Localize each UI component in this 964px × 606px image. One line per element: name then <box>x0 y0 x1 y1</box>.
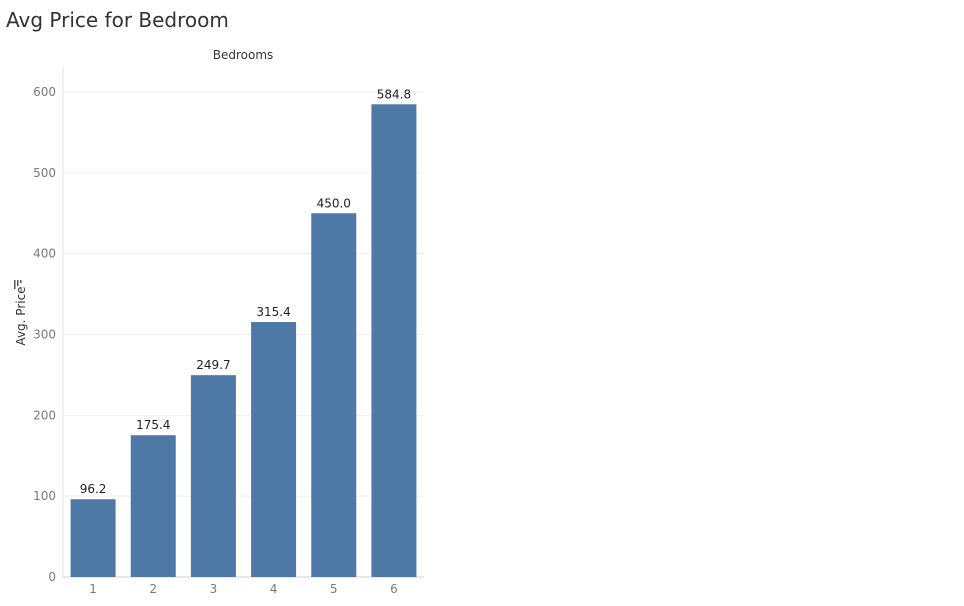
y-axis-title: Avg. Price <box>14 286 28 345</box>
sort-icon-bar <box>20 280 22 283</box>
y-tick-label: 0 <box>48 570 56 584</box>
x-axis-title: Bedrooms <box>213 48 274 62</box>
data-label: 450.0 <box>317 196 351 210</box>
bar <box>311 213 357 577</box>
x-tick-label: 5 <box>330 582 338 596</box>
data-label: 315.4 <box>256 305 290 319</box>
data-label: 96.2 <box>80 482 107 496</box>
y-tick-label: 300 <box>33 328 56 342</box>
x-tick-label: 2 <box>149 582 157 596</box>
data-label: 584.8 <box>377 87 411 101</box>
y-tick-label: 600 <box>33 85 56 99</box>
sort-icon-bar <box>17 280 19 286</box>
bar <box>130 435 176 577</box>
bar <box>251 322 297 577</box>
bar <box>190 375 236 577</box>
y-tick-label: 200 <box>33 408 56 422</box>
bar <box>371 104 417 577</box>
x-tick-label: 4 <box>270 582 278 596</box>
y-tick-label: 400 <box>33 247 56 261</box>
x-tick-label: 1 <box>89 582 97 596</box>
y-tick-label: 100 <box>33 489 56 503</box>
x-tick-label: 3 <box>210 582 218 596</box>
sort-icon-bar <box>14 280 16 289</box>
chart-title: Avg Price for Bedroom <box>6 8 229 32</box>
data-label: 249.7 <box>196 358 230 372</box>
data-label: 175.4 <box>136 418 170 432</box>
y-tick-label: 500 <box>33 166 56 180</box>
x-tick-label: 6 <box>390 582 398 596</box>
bar <box>70 499 116 577</box>
